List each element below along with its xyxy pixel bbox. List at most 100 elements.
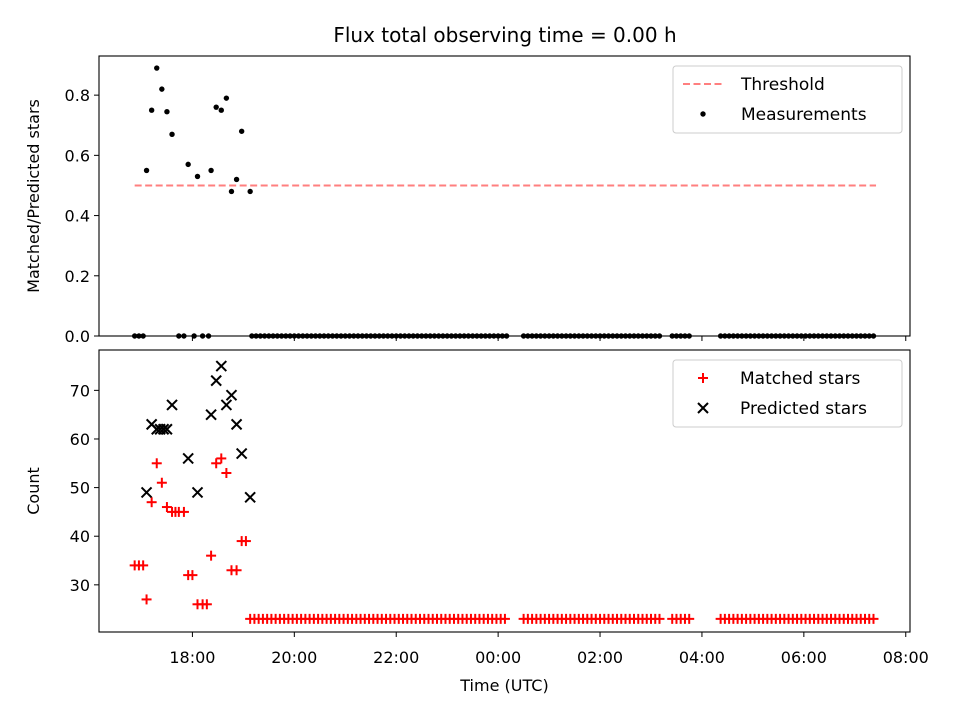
measurement-point xyxy=(148,107,155,113)
y-axis-label: Matched/Predicted stars xyxy=(24,99,43,293)
top-panel: 0.0 0.2 0.4 0.6 0.8 Matched/Predicted stars Th… xyxy=(24,55,911,346)
bottom-panel: 30 40 50 60 70 18:00 20:00 22:00 00:00 02:00 04:00… xyxy=(24,349,929,695)
predicted-star-mark-b xyxy=(244,491,256,504)
predicted-star-mark-b xyxy=(205,408,217,421)
matched-star-point xyxy=(156,477,167,488)
legend-label: Measurements xyxy=(741,105,867,125)
x-tick-label: 00:00 xyxy=(475,648,521,667)
y-tick-label: 70 xyxy=(70,381,90,400)
legend-predicted-swatch xyxy=(697,402,709,414)
matched-star-point xyxy=(868,613,879,624)
x-tick-label: 18:00 xyxy=(169,648,215,667)
predicted-star-mark-b xyxy=(161,423,173,435)
measurement-point xyxy=(238,128,245,134)
matched-star-point xyxy=(684,613,695,624)
predicted-star-mark-b xyxy=(215,360,227,372)
matched-star-point xyxy=(216,453,227,464)
legend-label: Matched stars xyxy=(740,369,860,389)
measurement-point xyxy=(208,167,214,174)
y-axis-label: Count xyxy=(24,467,43,515)
predicted-star-point xyxy=(225,389,238,401)
predicted-star-point xyxy=(182,452,194,465)
predicted-star-point xyxy=(220,399,233,411)
predicted-star-mark-b xyxy=(230,418,243,431)
figure-title: Flux total observing time = 0.00 h xyxy=(333,23,676,47)
measurement-point xyxy=(169,131,175,137)
predicted-star-point xyxy=(210,374,222,387)
legend-measurement-swatch xyxy=(700,111,706,117)
matched-star-point xyxy=(141,594,152,605)
predicted-star-mark-b xyxy=(210,374,222,387)
x-tick-label: 20:00 xyxy=(271,648,317,667)
x-tick-label: 02:00 xyxy=(577,648,623,667)
y-tick-label: 50 xyxy=(70,479,90,498)
predicted-star-point xyxy=(161,423,173,435)
predicted-star-mark-b xyxy=(157,423,170,435)
legend: Threshold Measurements xyxy=(672,65,903,134)
legend-matched-swatch xyxy=(698,373,708,383)
predicted-star-mark-b xyxy=(166,399,178,411)
predicted-star-mark-b xyxy=(220,399,233,411)
matched-star-point xyxy=(231,565,242,576)
matched-star-point xyxy=(178,506,189,517)
predicted-star-point xyxy=(235,447,248,460)
matched-star-point xyxy=(499,613,510,624)
predicted-star-point xyxy=(157,423,170,435)
measurement-point xyxy=(223,95,230,101)
predicted-star-mark-b xyxy=(191,486,204,499)
matched-star-point xyxy=(161,502,172,513)
legend-box xyxy=(672,359,903,428)
measurement-point xyxy=(228,188,235,195)
x-axis-label: Time (UTC) xyxy=(459,676,548,695)
measurement-point xyxy=(154,65,160,71)
axes-frame xyxy=(98,349,911,633)
x-tick-label: 22:00 xyxy=(373,648,419,667)
measurement-point xyxy=(164,108,170,115)
measurement-point xyxy=(247,188,253,195)
x-tick-label: 04:00 xyxy=(679,648,725,667)
legend-box xyxy=(672,65,903,134)
data-points xyxy=(129,360,879,624)
y-tick-label: 60 xyxy=(70,430,90,449)
predicted-star-point xyxy=(205,408,217,421)
predicted-star-point xyxy=(166,399,178,411)
predicted-star-point xyxy=(230,418,243,431)
y-tick-label: 40 xyxy=(70,527,90,546)
legend-predicted-swatch-b xyxy=(697,402,709,414)
x-tick-label: 06:00 xyxy=(781,648,827,667)
matched-star-point xyxy=(138,560,149,571)
matched-star-point xyxy=(201,599,212,610)
predicted-star-mark-b xyxy=(225,389,238,401)
predicted-star-point xyxy=(140,486,153,499)
measurement-point xyxy=(233,176,240,183)
measurement-point xyxy=(213,104,219,110)
y-tick-label: 0.4 xyxy=(65,207,90,226)
measurement-point xyxy=(159,86,165,92)
matched-star-point xyxy=(151,458,162,469)
measurement-point xyxy=(218,107,224,113)
matched-star-point xyxy=(206,550,217,561)
measurement-point xyxy=(185,161,191,168)
legend-label: Threshold xyxy=(740,75,825,95)
matched-star-point xyxy=(211,458,222,469)
x-tick-label: 08:00 xyxy=(883,648,929,667)
y-tick-label: 0.0 xyxy=(65,327,90,346)
predicted-star-mark-b xyxy=(235,447,248,460)
y-tick-label: 0.6 xyxy=(65,146,90,165)
matched-star-point xyxy=(187,570,198,581)
measurement-point xyxy=(143,167,150,174)
y-tick-label: 0.2 xyxy=(65,267,90,286)
matched-star-point xyxy=(240,536,251,547)
legend: Matched stars Predicted stars xyxy=(672,359,903,428)
y-tick-label: 30 xyxy=(70,576,90,595)
predicted-star-point xyxy=(215,360,227,372)
legend-label: Predicted stars xyxy=(740,399,867,419)
axes-frame xyxy=(98,55,911,337)
matched-star-point xyxy=(221,468,232,479)
predicted-star-mark-b xyxy=(140,486,153,499)
measurement-point xyxy=(194,173,201,180)
predicted-star-point xyxy=(244,491,256,504)
predicted-star-point xyxy=(191,486,204,499)
predicted-star-mark-b xyxy=(182,452,194,465)
